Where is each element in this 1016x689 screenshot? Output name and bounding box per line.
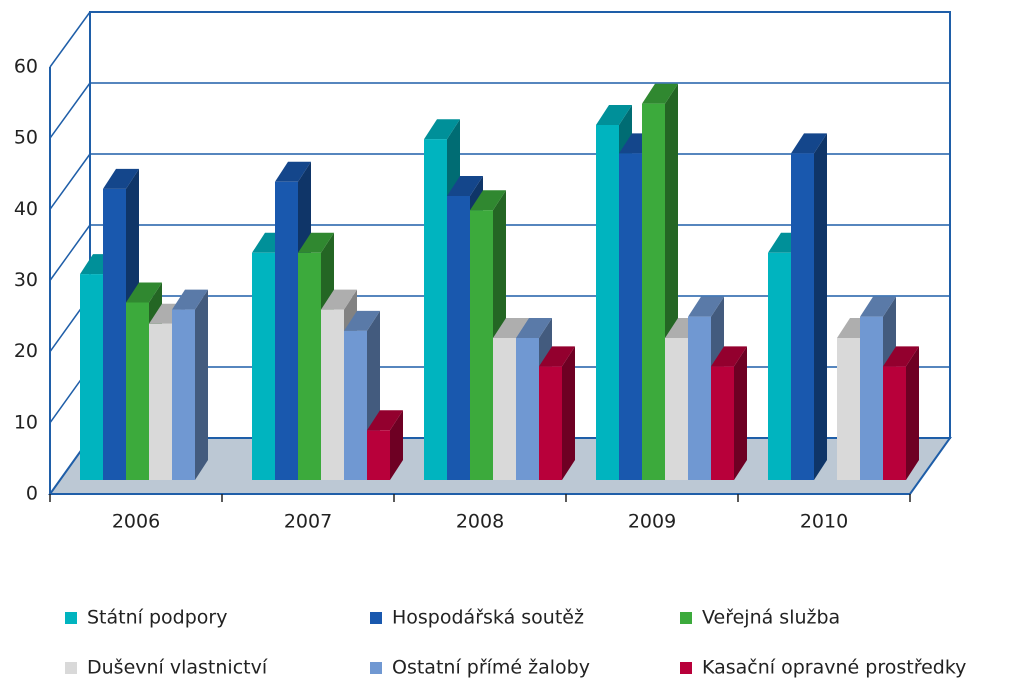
bar — [860, 316, 883, 480]
y-tick-label: 50 — [14, 127, 38, 149]
y-tick-label: 10 — [14, 411, 38, 433]
grid-line — [49, 82, 91, 139]
legend-label: Veřejná služba — [702, 607, 840, 629]
bar — [275, 181, 298, 481]
bar-top — [642, 83, 678, 104]
bar — [711, 366, 734, 480]
bar-top — [367, 410, 403, 431]
bar-side — [734, 346, 747, 480]
bar — [539, 366, 562, 480]
bar — [619, 153, 642, 480]
bar — [298, 252, 321, 480]
bar-top — [860, 296, 896, 317]
bar — [883, 366, 906, 480]
bar — [367, 430, 390, 480]
bar — [642, 103, 665, 480]
bar-side — [562, 346, 575, 480]
bar — [80, 274, 103, 480]
bar-top — [539, 346, 575, 367]
legend-label: Ostatní přímé žaloby — [392, 657, 590, 679]
bar — [447, 196, 470, 480]
bar — [688, 316, 711, 480]
bar-top — [791, 133, 827, 154]
legend-label: Státní podpory — [87, 607, 227, 629]
bar-side — [195, 289, 208, 480]
x-tick-label: 2006 — [112, 511, 160, 533]
bar-top — [688, 296, 724, 317]
legend-label: Duševní vlastnictví — [87, 657, 268, 679]
bar — [837, 338, 860, 480]
bar-top — [275, 161, 311, 182]
grid-line — [49, 224, 91, 281]
bar-top — [126, 282, 162, 303]
bar-top — [516, 318, 552, 338]
bar — [149, 323, 172, 480]
y-tick-label: 40 — [14, 198, 38, 220]
bar-side — [814, 133, 827, 480]
bar — [596, 125, 619, 480]
bar-top — [103, 168, 139, 189]
legend-swatch — [65, 612, 77, 624]
legend-label: Hospodářská soutěž — [392, 607, 584, 629]
bar — [252, 252, 275, 480]
legend-swatch — [680, 662, 692, 674]
bar-top — [883, 346, 919, 367]
x-tick-label: 2009 — [628, 511, 676, 533]
bar — [791, 153, 814, 480]
bar — [516, 338, 539, 480]
bar — [493, 338, 516, 480]
bar — [470, 210, 493, 480]
legend-swatch — [370, 612, 382, 624]
x-tick-label: 2010 — [800, 511, 848, 533]
bar — [103, 188, 126, 480]
y-tick-label: 30 — [14, 269, 38, 291]
bar-top — [424, 119, 460, 140]
legend-label: Kasační opravné prostředky — [702, 657, 966, 679]
bar-side — [906, 346, 919, 480]
x-tick-label: 2007 — [284, 511, 332, 533]
bar-top — [596, 105, 632, 125]
bar — [424, 139, 447, 480]
bar — [768, 252, 791, 480]
legend-swatch — [680, 612, 692, 624]
bar-top — [447, 176, 483, 196]
bar-top — [470, 190, 506, 211]
y-tick-label: 60 — [14, 56, 38, 78]
bar — [126, 302, 149, 480]
bar-top — [711, 346, 747, 367]
bar-top — [298, 232, 334, 253]
x-tick-label: 2008 — [456, 511, 504, 533]
bar-top — [493, 318, 529, 338]
legend-swatch — [370, 662, 382, 674]
grid-line — [49, 11, 91, 68]
bar-top — [321, 289, 357, 310]
bar-top — [344, 310, 380, 331]
legend-swatch — [65, 662, 77, 674]
bar — [321, 309, 344, 480]
bar — [172, 309, 195, 480]
bar — [665, 338, 688, 480]
bar-top — [172, 289, 208, 310]
y-tick-label: 0 — [26, 483, 38, 505]
grid-line — [49, 153, 91, 210]
bar — [344, 330, 367, 480]
bar-side — [390, 410, 403, 480]
y-tick-label: 20 — [14, 340, 38, 362]
